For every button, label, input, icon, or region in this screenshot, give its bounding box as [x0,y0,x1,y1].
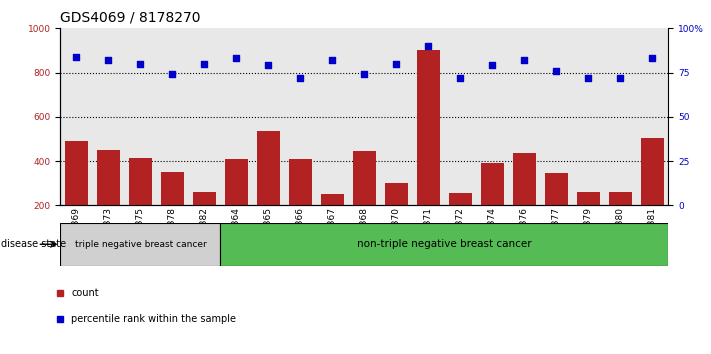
Point [583,75,594,81]
Point [71,54,82,59]
Point [486,63,498,68]
Bar [609,193,631,250]
Bar [476,28,508,205]
Bar [220,28,252,205]
Point [422,43,434,49]
Bar [252,28,284,205]
Point [326,57,338,63]
Bar [412,28,444,205]
Bar [353,151,375,250]
Point [294,75,306,81]
Bar [444,28,476,205]
Bar [316,28,348,205]
Bar [188,28,220,205]
Bar [449,193,471,250]
Bar [60,223,220,266]
Point [455,75,466,81]
Bar [481,163,503,250]
Point [262,63,274,68]
Bar [321,194,343,250]
Text: disease state: disease state [1,239,66,249]
Point [135,61,146,67]
Bar [641,138,663,250]
Bar [65,141,87,250]
Point [103,57,114,63]
Bar [92,28,124,205]
Point [518,57,530,63]
Bar [225,159,247,250]
Bar [284,28,316,205]
Bar [156,28,188,205]
Point [230,56,242,61]
Bar [604,28,636,205]
Bar [417,51,439,250]
Bar [380,28,412,205]
Text: percentile rank within the sample: percentile rank within the sample [71,314,236,325]
Bar [97,150,119,250]
Bar [545,173,567,250]
Bar [129,158,151,250]
Point [198,61,210,67]
Point [358,72,370,77]
Bar [513,153,535,250]
Text: GDS4069 / 8178270: GDS4069 / 8178270 [60,11,201,25]
Bar [161,172,183,250]
Point [391,61,402,67]
Bar [636,28,668,205]
Bar [193,192,215,250]
Bar [577,192,599,250]
Text: non-triple negative breast cancer: non-triple negative breast cancer [357,239,532,249]
Text: triple negative breast cancer: triple negative breast cancer [75,240,206,249]
Point [614,75,626,81]
Bar [60,28,92,205]
Bar [508,28,540,205]
Bar [385,183,407,250]
Bar [257,131,279,250]
Bar [540,28,572,205]
Point [647,56,658,61]
Point [550,68,562,74]
Bar [289,159,311,250]
Text: count: count [71,288,99,298]
Bar [348,28,380,205]
Bar [572,28,604,205]
Bar [220,223,668,266]
Point [166,72,178,77]
Bar [124,28,156,205]
